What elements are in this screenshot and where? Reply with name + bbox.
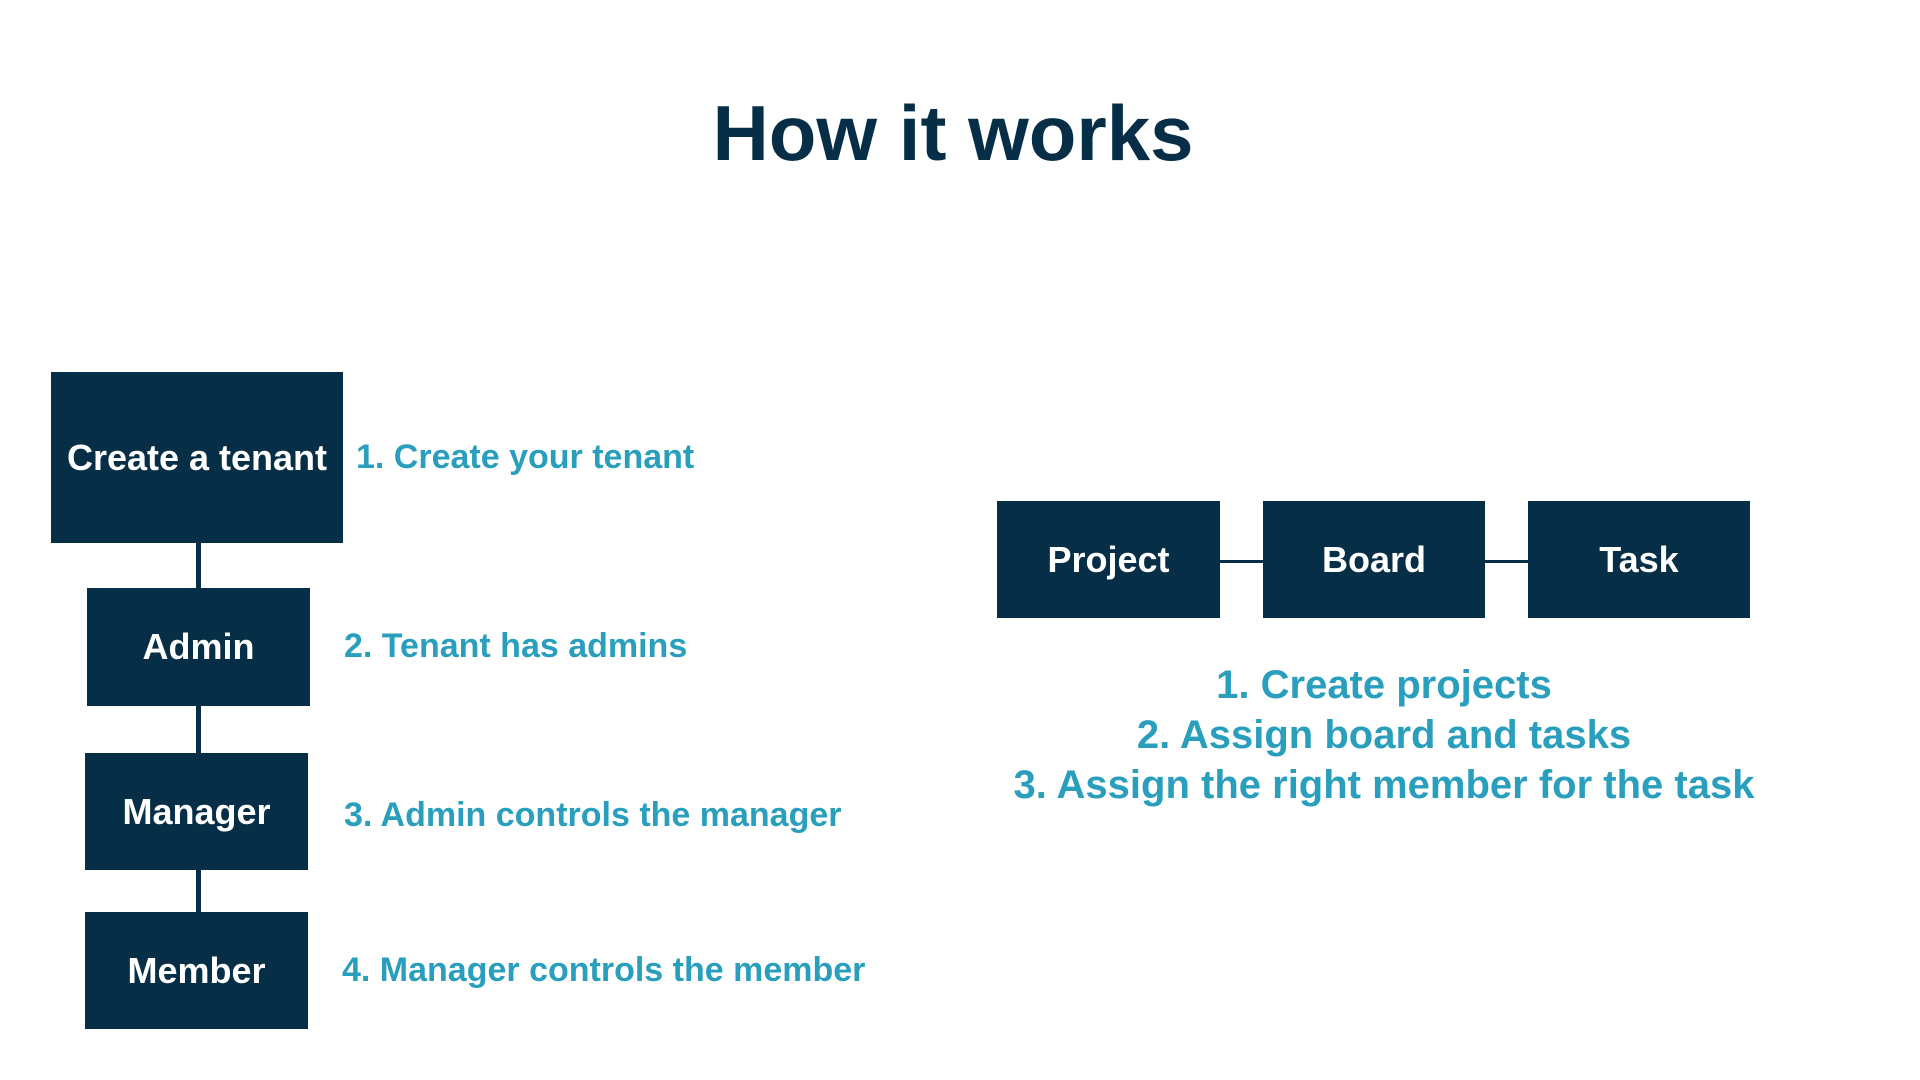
workflow-step-2: 2. Assign board and tasks <box>1136 713 1632 757</box>
node-admin: Admin <box>87 588 310 706</box>
node-board: Board <box>1263 501 1485 618</box>
workflow-steps: 1. Create projects 2. Assign board and t… <box>994 660 1774 810</box>
page-title: How it works <box>712 89 1194 177</box>
connector-admin-manager <box>196 705 201 754</box>
connector-tenant-admin <box>196 542 201 588</box>
workflow-step-3: 3. Assign the right member for the task <box>1013 763 1755 807</box>
node-project: Project <box>997 501 1220 618</box>
node-member: Member <box>85 912 308 1029</box>
connector-project-board <box>1220 560 1263 563</box>
connector-board-task <box>1485 560 1528 563</box>
node-create-tenant: Create a tenant <box>51 372 343 543</box>
connector-manager-member <box>196 870 201 912</box>
hierarchy-step-3: 3. Admin controls the manager <box>344 796 842 834</box>
hierarchy-step-1: 1. Create your tenant <box>356 438 695 476</box>
workflow-step-1: 1. Create projects <box>1216 663 1552 707</box>
node-task: Task <box>1528 501 1750 618</box>
hierarchy-step-2: 2. Tenant has admins <box>344 627 688 665</box>
hierarchy-step-4: 4. Manager controls the member <box>342 951 866 989</box>
node-manager: Manager <box>85 753 308 870</box>
